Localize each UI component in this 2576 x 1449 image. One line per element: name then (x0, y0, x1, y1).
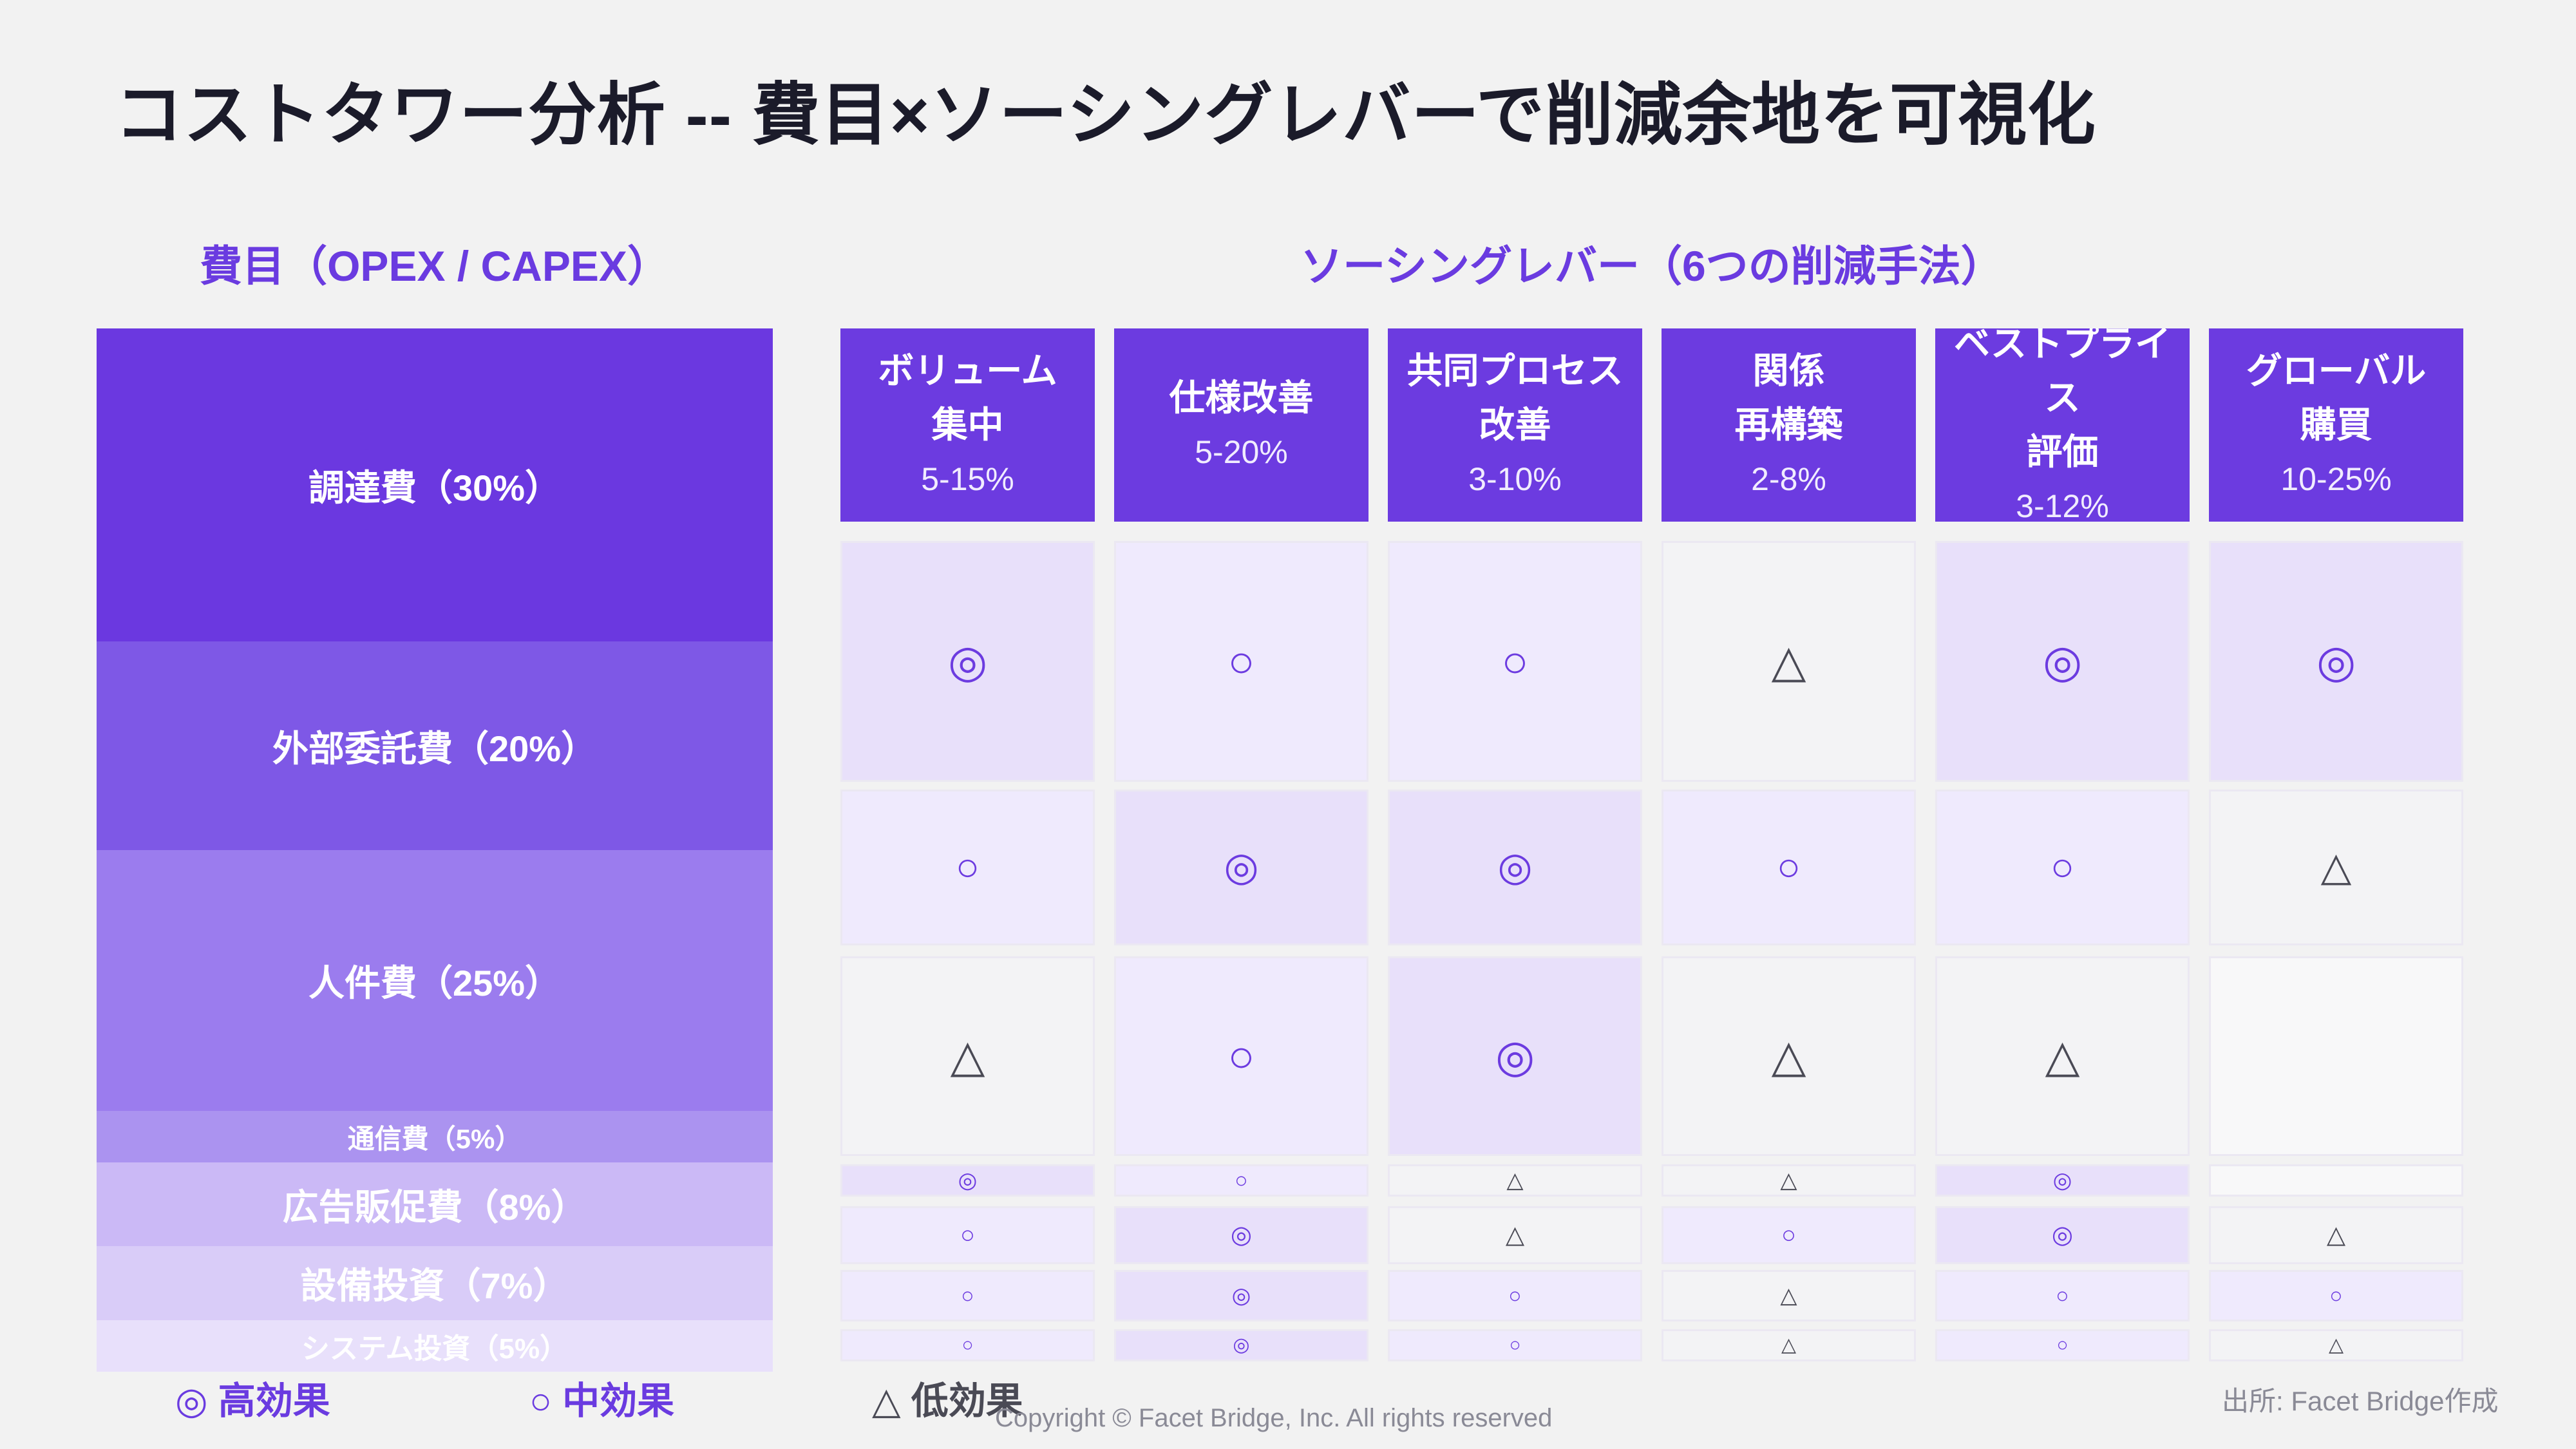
matrix-cell: △ (2209, 1206, 2463, 1264)
lever-header: ボリューム 集中 5-15% (840, 328, 1095, 522)
matrix-cell: ◎ (1114, 1206, 1368, 1264)
lever-name: グローバル 購買 (2246, 350, 2427, 445)
matrix-cell: △ (2209, 1329, 2463, 1361)
tower-segment: システム投資（5%） (97, 1320, 773, 1372)
matrix-cell: ○ (1662, 790, 1916, 945)
matrix-cell: ○ (1388, 541, 1642, 782)
matrix-cell (2209, 956, 2463, 1156)
matrix-cell: ○ (1388, 1270, 1642, 1321)
lever-header: 関係 再構築 2-8% (1662, 328, 1916, 522)
matrix-cell: ○ (1935, 1270, 2190, 1321)
matrix-cell: ◎ (1388, 956, 1642, 1156)
cost-tower: 調達費（30%） 外部委託費（20%） 人件費（25%） 通信費（5%） 広告販促費（8… (97, 328, 773, 1372)
lever-header: グローバル 購買 10-25% (2209, 328, 2463, 522)
tower-segment: 設備投資（7%） (97, 1246, 773, 1320)
lever-name: 関係 再構築 (1734, 350, 1843, 445)
matrix-cell: ○ (1935, 790, 2190, 945)
tower-segment-label: 外部委託費（20%） (272, 728, 598, 769)
source-note: 出所: Facet Bridge作成 (2222, 1386, 2499, 1416)
lever-range: 2-8% (1751, 461, 1826, 497)
tower-segment: 調達費（30%） (97, 328, 773, 641)
matrix-cell: ○ (1114, 541, 1368, 782)
page-title: コストタワー分析 -- 費目×ソーシングレバーで削減余地を可視化 (115, 77, 2096, 153)
tower-segment: 広告販促費（8%） (97, 1162, 773, 1246)
lever-name: 仕様改善 (1169, 377, 1314, 418)
matrix-cell: ◎ (2209, 541, 2463, 782)
matrix-cell: ○ (840, 790, 1095, 945)
legend-low: △ 低効果 (872, 1380, 1023, 1422)
matrix-cell: △ (1662, 1270, 1916, 1321)
matrix-cell: ◎ (840, 541, 1095, 782)
lever-range: 5-15% (921, 461, 1014, 497)
cost-category-heading: 費目（OPEX / CAPEX） (200, 242, 670, 290)
tower-segment: 人件費（25%） (97, 850, 773, 1111)
matrix-cell: ◎ (840, 1164, 1095, 1197)
matrix-cell: △ (1388, 1164, 1642, 1197)
matrix-cell: ◎ (1935, 541, 2190, 782)
tower-segment-label: 設備投資（7%） (300, 1265, 569, 1306)
tower-segment-label: 広告販促費（8%） (282, 1186, 587, 1227)
matrix-cell: △ (1662, 1164, 1916, 1197)
matrix-cell: ○ (2209, 1270, 2463, 1321)
tower-segment: 通信費（5%） (97, 1111, 773, 1162)
copyright: Copyright © Facet Bridge, Inc. All right… (995, 1404, 1553, 1432)
lever-name: 共同プロセス 改善 (1406, 350, 1624, 445)
lever-range: 10-25% (2280, 461, 2392, 497)
matrix-cell: ◎ (1935, 1206, 2190, 1264)
legend-high: ◎ 高効果 (175, 1380, 330, 1422)
tower-segment-label: 調達費（30%） (308, 467, 562, 508)
legend-mid: ○ 中効果 (529, 1380, 675, 1422)
matrix-cell: △ (1388, 1206, 1642, 1264)
lever-range: 5-20% (1195, 434, 1288, 470)
lever-range: 3-10% (1468, 461, 1562, 497)
matrix-cell: ◎ (1935, 1164, 2190, 1197)
matrix-cell: ○ (1114, 956, 1368, 1156)
matrix-cell: ◎ (1114, 790, 1368, 945)
matrix-cell: ○ (840, 1329, 1095, 1361)
matrix-cell: ◎ (1114, 1329, 1368, 1361)
sourcing-lever-heading: ソーシングレバー（6つの削減手法） (1300, 242, 2003, 290)
lever-name: ボリューム 集中 (878, 350, 1057, 445)
matrix-cell: ◎ (1114, 1270, 1368, 1321)
lever-header: 共同プロセス 改善 3-10% (1388, 328, 1642, 522)
matrix-cell: △ (2209, 790, 2463, 945)
matrix-cell: △ (1662, 956, 1916, 1156)
tower-segment: 外部委託費（20%） (97, 641, 773, 850)
lever-range: 3-12% (2016, 488, 2109, 522)
matrix-cell: △ (1662, 1329, 1916, 1361)
matrix-cell: ◎ (1388, 790, 1642, 945)
matrix-cell: ○ (1935, 1329, 2190, 1361)
matrix-cell: ○ (1388, 1329, 1642, 1361)
matrix-cell: △ (1935, 956, 2190, 1156)
matrix-cell: ○ (840, 1206, 1095, 1264)
tower-segment-label: システム投資（5%） (301, 1333, 569, 1365)
lever-header: 仕様改善 5-20% (1114, 328, 1368, 522)
lever-header: ベストプライ ス 評価 3-12% (1935, 328, 2190, 522)
matrix-cell: △ (1662, 541, 1916, 782)
matrix-cell: ○ (840, 1270, 1095, 1321)
matrix-cell: △ (840, 956, 1095, 1156)
matrix-cell (2209, 1164, 2463, 1197)
lever-name: ベストプライ ス 評価 (1953, 328, 2172, 472)
tower-segment-label: 通信費（5%） (347, 1123, 522, 1154)
tower-segment-label: 人件費（25%） (308, 963, 562, 1003)
matrix-cell: ○ (1662, 1206, 1916, 1264)
matrix-cell: ○ (1114, 1164, 1368, 1197)
